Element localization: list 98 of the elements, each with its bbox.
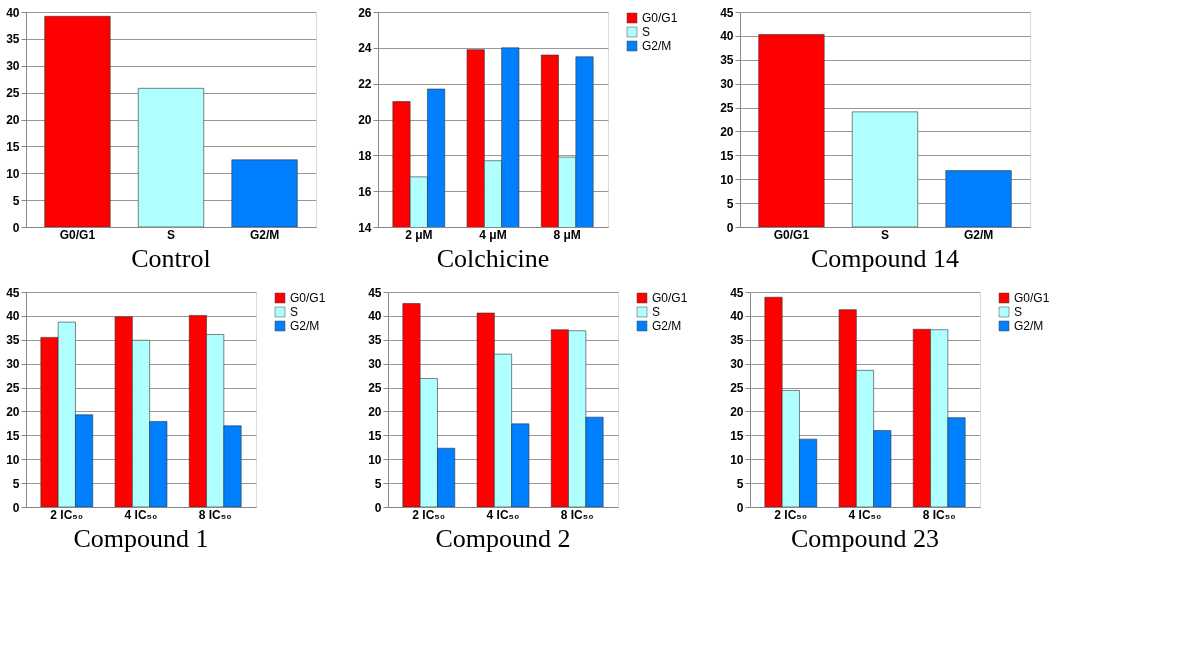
text: Colchicine <box>436 244 550 273</box>
y-tick-label: 35 <box>730 333 744 348</box>
y-tick-label: 30 <box>6 59 20 74</box>
bar <box>851 111 919 227</box>
legend-label: S <box>642 25 651 39</box>
y-tick-label: 25 <box>730 381 744 396</box>
x-tick-label: 2 IC₅₀ <box>412 507 446 522</box>
x-tick-label: S <box>166 227 176 242</box>
y-tick-label: 5 <box>374 476 382 491</box>
text: Compound 1 <box>73 524 209 553</box>
y-tick-label: 40 <box>6 309 20 324</box>
y-tick-label: 30 <box>368 357 382 372</box>
y-tick-label: 45 <box>730 285 744 300</box>
y-tick-label: 5 <box>726 196 734 211</box>
x-tick-label: 2 IC₅₀ <box>50 507 84 522</box>
x-tick-label: 8 IC₅₀ <box>922 507 956 522</box>
y-tick-label: 20 <box>6 404 20 419</box>
y-tick-label: 5 <box>736 476 744 491</box>
x-tick-label: 8 IC₅₀ <box>198 507 232 522</box>
y-tick-label: 35 <box>6 32 20 47</box>
y-tick-label: 25 <box>720 101 734 116</box>
text: Compound 23 <box>790 524 940 553</box>
y-tick-label: 0 <box>736 500 744 515</box>
legend-label: G2/M <box>1014 319 1044 333</box>
bar <box>945 170 1012 227</box>
y-tick-label: 45 <box>368 285 382 300</box>
x-tick-label: G0/G1 <box>773 227 810 242</box>
y-tick-label: 35 <box>720 53 734 68</box>
legend-label: G0/G1 <box>642 11 678 25</box>
legend-label: G2/M <box>652 319 682 333</box>
bar <box>137 88 205 227</box>
y-tick-label: 15 <box>6 428 20 443</box>
y-tick-label: 40 <box>720 29 734 44</box>
x-tick-label: 4 IC₅₀ <box>124 507 158 522</box>
legend-label: G0/G1 <box>290 291 326 305</box>
y-tick-label: 20 <box>358 113 372 127</box>
y-tick-label: 35 <box>6 333 20 348</box>
text: Compound 2 <box>435 524 571 553</box>
y-tick-label: 30 <box>6 357 20 372</box>
x-tick-label: S <box>880 227 890 242</box>
bar <box>758 34 825 227</box>
y-tick-label: 14 <box>358 220 372 235</box>
y-tick-label: 0 <box>726 220 734 235</box>
y-tick-label: 15 <box>720 148 734 163</box>
y-tick-label: 18 <box>358 148 372 163</box>
y-tick-label: 20 <box>368 404 382 419</box>
y-tick-label: 35 <box>368 333 382 348</box>
y-tick-label: 10 <box>6 166 20 181</box>
y-tick-label: 25 <box>6 86 20 101</box>
x-tick-label: 2 μM <box>405 227 433 242</box>
y-tick-label: 10 <box>720 172 734 187</box>
y-tick-label: 40 <box>730 309 744 324</box>
y-tick-label: 45 <box>720 5 734 20</box>
legend-label: G0/G1 <box>652 291 688 305</box>
x-tick-label: 4 μM <box>479 227 507 242</box>
y-tick-label: 26 <box>358 5 372 20</box>
y-tick-label: 25 <box>6 381 20 396</box>
y-tick-label: 20 <box>720 124 734 139</box>
y-tick-label: 10 <box>730 452 744 467</box>
y-tick-label: 24 <box>358 41 372 56</box>
y-tick-label: 40 <box>6 5 20 20</box>
x-tick-label: 8 μM <box>553 227 581 242</box>
y-tick-label: 45 <box>6 285 20 300</box>
x-tick-label: 4 IC₅₀ <box>848 507 882 522</box>
y-tick-label: 40 <box>368 309 382 324</box>
x-tick-label: G0/G1 <box>59 227 96 242</box>
y-tick-label: 15 <box>730 428 744 443</box>
y-tick-label: 5 <box>12 476 20 491</box>
bar <box>44 16 111 227</box>
y-tick-label: 22 <box>358 77 372 92</box>
legend-label: S <box>1014 305 1023 319</box>
y-tick-label: 20 <box>730 404 744 419</box>
y-tick-label: 0 <box>374 500 382 515</box>
y-tick-label: 0 <box>12 500 20 515</box>
y-tick-label: 25 <box>368 381 382 396</box>
legend-label: G2/M <box>290 319 320 333</box>
y-tick-label: 5 <box>12 193 20 208</box>
legend-label: G0/G1 <box>1014 291 1050 305</box>
y-tick-label: 10 <box>6 452 20 467</box>
y-tick-label: 0 <box>12 220 20 235</box>
y-tick-label: 20 <box>6 113 20 127</box>
x-tick-label: 8 IC₅₀ <box>560 507 594 522</box>
legend-label: G2/M <box>642 39 672 53</box>
y-tick-label: 30 <box>720 77 734 92</box>
text: Control <box>131 244 211 273</box>
x-tick-label: G2/M <box>963 227 994 242</box>
y-tick-label: 30 <box>730 357 744 372</box>
x-tick-label: 2 IC₅₀ <box>774 507 808 522</box>
legend-label: S <box>652 305 661 319</box>
y-tick-label: 10 <box>368 452 382 467</box>
text: Compound 14 <box>810 244 960 273</box>
x-tick-label: G2/M <box>249 227 280 242</box>
y-tick-label: 16 <box>358 184 372 199</box>
y-tick-label: 15 <box>368 428 382 443</box>
x-tick-label: 4 IC₅₀ <box>486 507 520 522</box>
bar <box>231 159 298 227</box>
legend-label: S <box>290 305 299 319</box>
y-tick-label: 15 <box>6 139 20 154</box>
